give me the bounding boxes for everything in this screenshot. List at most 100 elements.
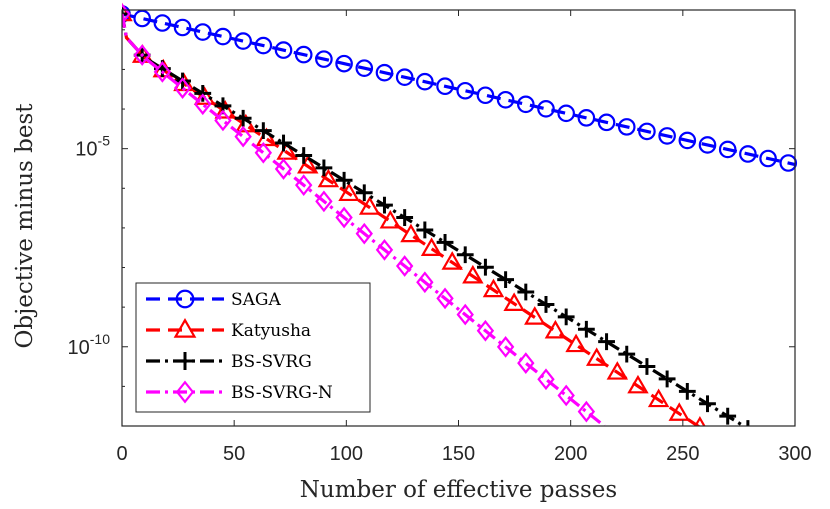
data-point-marker [577, 320, 595, 338]
data-point-marker [420, 237, 443, 256]
y-axis-label: Objective minus best [12, 103, 38, 349]
data-point-marker [658, 127, 676, 145]
data-point-marker [214, 109, 232, 132]
data-point-marker [668, 402, 690, 421]
data-point-marker [234, 109, 252, 127]
data-point-marker [617, 118, 636, 136]
data-point-marker [517, 352, 535, 374]
data-point-marker [698, 136, 717, 154]
data-point-marker [194, 85, 212, 102]
x-axis-label: Number of effective passes [300, 477, 617, 503]
x-tick-label: 200 [554, 443, 587, 465]
x-tick-label: 250 [666, 443, 699, 465]
legend: SAGA Katyusha BS-SVRG BS-SVRG-N [135, 282, 371, 413]
data-point-marker [234, 125, 252, 148]
data-point-marker [597, 113, 616, 132]
data-point-marker [618, 345, 636, 363]
data-point-marker [477, 258, 494, 276]
data-point-marker [436, 233, 454, 251]
data-point-marker [355, 59, 374, 77]
data-point-marker [173, 77, 192, 99]
data-point-marker [456, 81, 475, 100]
data-point-marker [396, 209, 414, 226]
data-point-marker [315, 159, 333, 177]
data-point-marker [496, 336, 515, 358]
data-point-marker [122, 5, 131, 23]
data-point-marker [254, 141, 273, 164]
data-point-marker [295, 147, 313, 164]
data-point-marker [133, 44, 151, 66]
data-point-marker [295, 174, 313, 197]
legend-marker [175, 289, 195, 309]
data-point-marker [375, 238, 394, 261]
series-line [122, 13, 606, 426]
data-point-marker [122, 3, 131, 25]
data-point-marker [335, 206, 353, 229]
data-point-marker [416, 271, 434, 294]
data-point-marker [476, 86, 495, 105]
data-point-marker [565, 333, 587, 353]
data-point-marker [315, 50, 333, 68]
data-point-marker [400, 223, 422, 243]
data-point-marker [638, 358, 656, 375]
x-tick-label: 0 [116, 443, 127, 465]
data-point-marker [355, 184, 373, 202]
data-point-marker [456, 246, 474, 264]
data-point-marker [193, 86, 216, 105]
data-point-marker [335, 171, 353, 189]
data-point-marker [456, 303, 474, 326]
data-point-marker [462, 264, 484, 284]
data-point-marker [214, 27, 232, 46]
data-point-marker [537, 296, 555, 313]
data-point-marker [638, 122, 656, 141]
data-point-marker [274, 41, 293, 59]
data-point-marker [274, 158, 293, 180]
data-point-marker [416, 72, 434, 91]
data-point-marker [606, 361, 629, 380]
data-point-marker [315, 190, 333, 213]
x-tick-label: 100 [330, 443, 363, 465]
legend-item-saga: SAGA [146, 289, 282, 310]
data-point-marker [739, 145, 757, 163]
data-point-marker [436, 287, 454, 310]
data-point-marker [497, 271, 515, 289]
data-point-marker [174, 72, 191, 90]
data-point-marker [658, 370, 676, 388]
series-layer [122, 2, 798, 426]
data-point-marker [476, 319, 495, 342]
data-point-marker [627, 374, 649, 394]
series-saga [122, 5, 798, 172]
data-point-marker [544, 319, 567, 339]
data-point-marker [759, 149, 777, 168]
legend-label: BS-SVRG [231, 352, 312, 372]
data-point-marker [335, 54, 353, 73]
data-point-marker [557, 104, 575, 123]
legend-marker [176, 352, 194, 370]
data-point-marker [699, 395, 716, 413]
legend-item-bs-svrg: BS-SVRG [146, 352, 312, 372]
legend-item-bs-svrg-n: BS-SVRG-N [146, 380, 333, 404]
data-point-marker [297, 154, 319, 174]
data-point-marker [678, 382, 696, 400]
data-point-marker [375, 63, 394, 82]
data-point-marker [517, 283, 535, 301]
legend-label: Katyusha [231, 321, 311, 341]
data-point-marker [193, 23, 212, 41]
data-point-marker [598, 333, 615, 351]
data-point-marker [234, 32, 252, 50]
data-point-marker [482, 278, 505, 298]
data-point-marker [503, 292, 525, 311]
data-point-marker [379, 209, 402, 229]
data-point-marker [395, 68, 414, 86]
data-point-marker [585, 347, 608, 366]
data-point-marker [153, 14, 172, 32]
legend-marker [173, 318, 197, 338]
data-point-marker [647, 388, 670, 408]
series-line [122, 12, 796, 167]
data-point-marker [441, 251, 463, 270]
data-point-marker [317, 168, 340, 188]
data-point-marker [294, 45, 313, 64]
data-point-marker [214, 99, 236, 119]
x-tick-label: 150 [442, 443, 475, 465]
data-point-marker [254, 36, 273, 55]
